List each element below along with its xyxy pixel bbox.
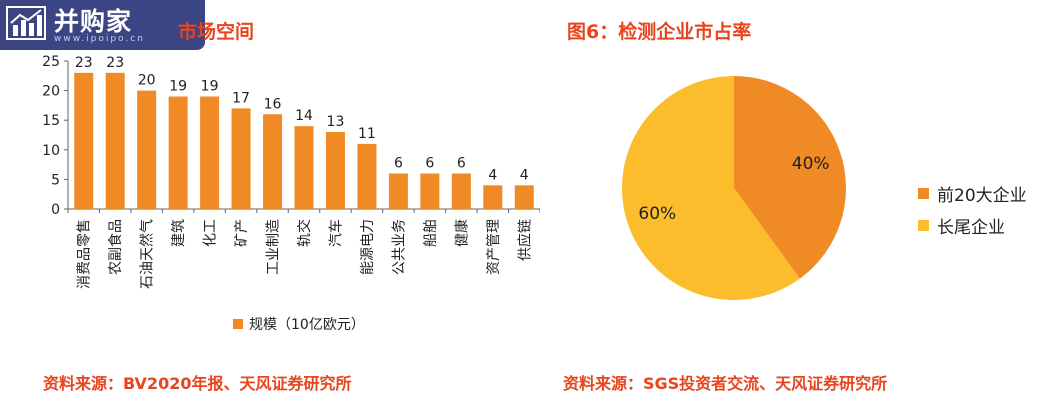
y-tick-label: 25 (42, 54, 60, 70)
watermark-brand: 并购家 (54, 7, 133, 36)
x-tick-label: 能源电力 (360, 219, 376, 275)
x-tick-label: 工业制造 (266, 219, 282, 275)
x-tick-label: 资产管理 (486, 219, 502, 275)
bar-value-label: 11 (358, 126, 376, 142)
x-tick-label: 船舶 (423, 219, 439, 247)
x-tick-label: 石油天然气 (139, 219, 156, 289)
bar (483, 185, 503, 209)
x-tick-label: 消费品零售 (77, 219, 93, 289)
x-tick-label: 农副食品 (107, 219, 124, 275)
pie-chart-source: 资料来源：SGS投资者交流、天风证券研究所 (563, 374, 888, 393)
bar (451, 173, 471, 209)
bar (388, 173, 408, 209)
bar-chart-legend: 规模（10亿欧元） (233, 314, 365, 334)
watermark-url: www.ipoipo.cn (54, 34, 145, 44)
bar-value-label: 14 (295, 108, 313, 124)
bar-value-label: 4 (520, 167, 529, 183)
pie-chart-title: 图6：检测企业市占率 (567, 21, 752, 43)
x-tick-label: 化工 (203, 219, 219, 247)
pie-legend-swatch-longtail (918, 220, 929, 231)
x-tick-label: 矿产 (234, 219, 250, 247)
bar-value-label: 6 (425, 155, 434, 171)
bar-chart-title: 市场空间 (178, 21, 255, 43)
bar-chart: 0 5 10 15 20 25 23 消费品零售 23 农副食品 20 石油天然气 19 建筑 19 化工 17… (42, 54, 540, 289)
bar-value-label: 16 (264, 96, 282, 112)
bar-value-label: 13 (327, 114, 345, 130)
bar-value-label: 4 (488, 167, 497, 183)
pie-legend-item-longtail: 长尾企业 (918, 213, 1005, 238)
bar (263, 114, 283, 209)
bar (357, 143, 377, 209)
bar (168, 96, 188, 209)
x-tick-label: 轨交 (296, 219, 313, 247)
bar-value-label: 19 (169, 79, 187, 95)
bar-value-label: 23 (75, 55, 93, 71)
y-tick-label: 15 (42, 113, 60, 129)
bar (137, 90, 157, 209)
bar-chart-logo-icon (6, 6, 46, 40)
bar-value-label: 19 (201, 79, 219, 95)
x-tick-label: 健康 (453, 219, 470, 247)
bar-value-label: 23 (106, 55, 124, 71)
bar-legend-label: 规模（10亿欧元） (249, 317, 365, 333)
bar-legend-swatch (233, 319, 243, 329)
pie-legend-label-top20: 前20大企业 (937, 186, 1027, 206)
bar (514, 185, 534, 209)
x-tick-label: 公共业务 (391, 219, 407, 275)
pie-slice (621, 76, 800, 300)
bar-value-label: 6 (394, 155, 403, 171)
pie-chart: 40% 60% (621, 76, 846, 300)
bar-value-label: 17 (232, 90, 250, 106)
bar-value-label: 20 (138, 73, 156, 89)
pie-legend-swatch-top20 (918, 188, 929, 199)
bar-value-label: 6 (457, 155, 466, 171)
pie-slice (734, 76, 846, 279)
pie-legend-item-top20: 前20大企业 (918, 181, 1027, 206)
x-tick-label: 建筑 (171, 219, 187, 247)
bar (294, 126, 314, 209)
y-tick-label: 20 (42, 84, 60, 100)
x-tick-label: 供应链 (516, 219, 533, 261)
bar (325, 132, 345, 209)
watermark: 并购家 www.ipoipo.cn (0, 0, 205, 50)
bar (74, 72, 94, 209)
bar (420, 173, 440, 209)
y-tick-label: 10 (42, 143, 60, 159)
x-tick-label: 汽车 (327, 219, 344, 247)
pie-legend-label-longtail: 长尾企业 (937, 218, 1005, 238)
pie-slice-label: 60% (638, 204, 676, 224)
bar (200, 96, 220, 209)
y-tick-label: 5 (51, 172, 60, 188)
y-tick-label: 0 (51, 202, 60, 218)
pie-slice-label: 40% (792, 154, 830, 174)
bar (231, 108, 251, 209)
bar (105, 72, 125, 209)
bar-chart-source: 资料来源：BV2020年报、天风证券研究所 (43, 374, 352, 393)
